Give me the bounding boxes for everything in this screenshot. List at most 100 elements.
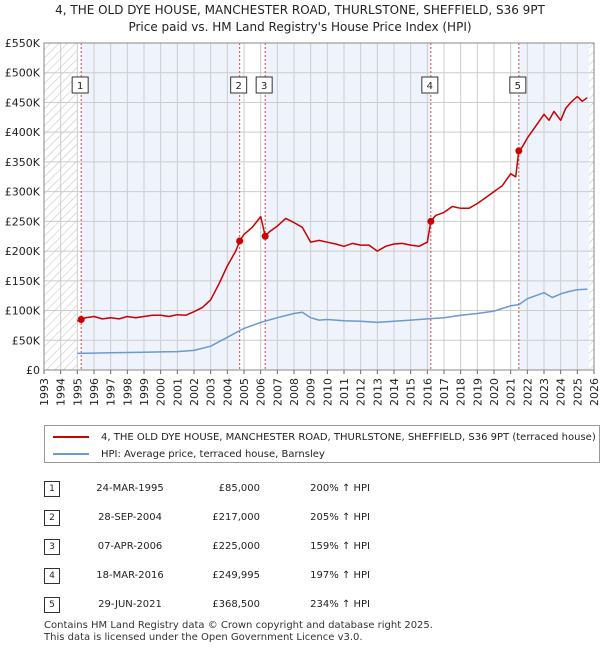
sale-point [236,237,244,245]
y-tick-label: £300K [5,186,41,199]
footer-copyright: Contains HM Land Registry data © Crown c… [44,620,433,631]
plot-frame [43,42,595,371]
sale-hpi-change: 159% ↑ HPI [310,541,370,552]
y-tick-label: £0 [26,364,40,377]
shaded-ownership-period [518,43,589,370]
x-tick-label: 2016 [421,378,434,406]
x-tick-label: 2020 [488,378,501,406]
legend-swatch-property [53,436,89,438]
sale-number-box [509,76,527,94]
x-tick-label: 2025 [571,378,584,406]
table-row: 1 24-MAR-1995 £85,000 200% ↑ HPI [44,474,370,503]
legend-item-property: 4, THE OLD DYE HOUSE, MANCHESTER ROAD, T… [53,429,596,445]
x-tick-label: 2023 [538,378,551,406]
y-tick-label: £50K [12,334,41,347]
x-tick-label: 2001 [171,378,184,406]
table-row: 3 07-APR-2006 £225,000 159% ↑ HPI [44,532,370,561]
sale-price: £225,000 [212,541,260,552]
sale-number-label: 1 [77,81,83,92]
chart-title-subtitle: Price paid vs. HM Land Registry's House … [128,20,472,34]
y-tick-label: £550K [5,37,41,50]
x-tick-label: 2005 [238,378,251,406]
sales-table: 1 24-MAR-1995 £85,000 200% ↑ HPI 2 28-SE… [44,474,370,619]
sale-number-label: 2 [235,81,241,92]
sale-number-badge: 4 [44,567,60,584]
y-tick-label: £400K [5,126,41,139]
x-tick-label: 2002 [188,378,201,406]
sale-point [427,217,435,225]
x-tick-label: 2022 [521,378,534,406]
sale-hpi-change: 197% ↑ HPI [310,570,370,581]
x-tick-label: 1995 [71,378,84,406]
x-tick-label: 2014 [388,378,401,406]
table-row: 5 29-JUN-2021 £368,500 234% ↑ HPI [44,590,370,619]
legend-label-property: 4, THE OLD DYE HOUSE, MANCHESTER ROAD, T… [101,431,596,443]
sale-number-badge: 5 [44,596,60,613]
legend-swatch-hpi [53,453,89,455]
footer-licence: This data is licensed under the Open Gov… [44,632,363,643]
legend-item-hpi: HPI: Average price, terraced house, Barn… [53,446,325,462]
legend: 4, THE OLD DYE HOUSE, MANCHESTER ROAD, T… [44,425,600,463]
price-chart: 1 2 3 4 5 £0 £50K £100K £150K £200K £250K £300K £35… [5,37,600,406]
shaded-ownership-period [265,43,431,370]
sale-date: 28-SEP-2004 [98,512,162,523]
x-tick-label: 1993 [38,378,51,406]
sale-date: 07-APR-2006 [97,541,163,552]
sale-price: £368,500 [212,599,260,610]
sale-number-label: 4 [427,81,433,92]
x-tick-label: 2019 [471,378,484,406]
x-tick-label: 2000 [155,378,168,406]
y-tick-label: £100K [5,305,41,318]
x-tick-label: 1997 [105,378,118,406]
sale-point [77,315,85,323]
x-tick-label: 2012 [355,378,368,406]
sale-number-box [421,76,439,94]
sale-hpi-change: 205% ↑ HPI [310,512,370,523]
sale-number-label: 3 [261,81,267,92]
x-tick-label: 2008 [288,378,301,406]
sale-date: 29-JUN-2021 [98,599,162,610]
sale-number-label: 5 [515,81,521,92]
x-tick-label: 2026 [588,378,600,406]
x-tick-label: 2024 [555,378,568,406]
sale-date: 18-MAR-2016 [96,570,164,581]
y-tick-label: £500K [5,67,41,80]
x-tick-label: 2006 [255,378,268,406]
sale-number-box [255,76,273,94]
y-tick-label: £450K [5,96,41,109]
sale-price: £249,995 [212,570,260,581]
footer: Contains HM Land Registry data © Crown c… [44,620,433,644]
sale-point [515,147,523,155]
chart-title-address: 4, THE OLD DYE HOUSE, MANCHESTER ROAD, T… [55,3,545,17]
table-row: 4 18-MAR-2016 £249,995 197% ↑ HPI [44,561,370,590]
sale-number-badge: 3 [44,538,60,555]
x-tick-label: 2011 [338,378,351,406]
y-tick-label: £250K [5,215,41,228]
x-tick-label: 2018 [455,378,468,406]
sale-hpi-change: 200% ↑ HPI [310,483,370,494]
x-tick-label: 2007 [271,378,284,406]
y-tick-label: £200K [5,245,41,258]
x-tick-label: 2017 [438,378,451,406]
hatched-region [589,43,594,370]
x-tick-label: 2010 [321,378,334,406]
x-tick-label: 1994 [55,378,68,406]
sale-number-badge: 1 [44,480,60,497]
sale-number-box [71,76,89,94]
x-tick-label: 2009 [305,378,318,406]
sale-price: £85,000 [218,483,260,494]
x-tick-label: 2021 [505,378,518,406]
legend-label-hpi: HPI: Average price, terraced house, Barn… [101,448,325,460]
sale-hpi-change: 234% ↑ HPI [310,599,370,610]
x-tick-label: 2013 [371,378,384,406]
x-tick-label: 1998 [121,378,134,406]
sale-number-box [230,76,248,94]
x-tick-label: 2003 [205,378,218,406]
table-row: 2 28-SEP-2004 £217,000 205% ↑ HPI [44,503,370,532]
sale-number-badge: 2 [44,509,60,526]
series-line-hpi [77,288,588,355]
y-tick-label: £150K [5,275,41,288]
chart-title: 4, THE OLD DYE HOUSE, MANCHESTER ROAD, T… [0,2,600,36]
x-tick-label: 2004 [221,378,234,406]
y-tick-label: £350K [5,156,41,169]
